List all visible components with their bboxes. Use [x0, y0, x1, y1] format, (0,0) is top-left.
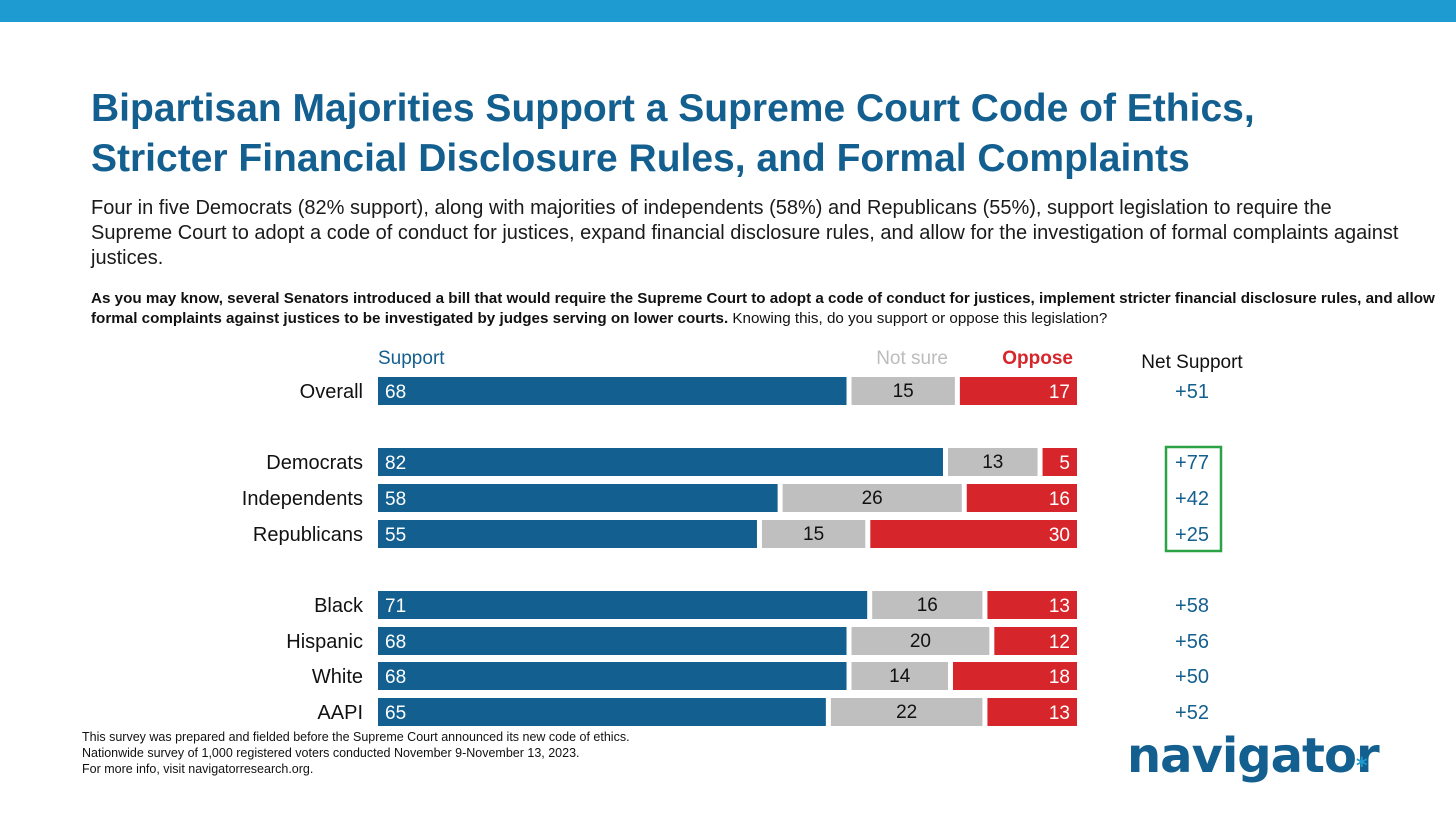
value-not-sure-white: 14: [889, 666, 911, 687]
value-not-sure-republicans: 15: [803, 524, 824, 545]
footnotes: This survey was prepared and fielded bef…: [82, 729, 782, 777]
value-not-sure-hispanic: 20: [910, 631, 931, 652]
title-line-1: Bipartisan Majorities Support a Supreme …: [91, 87, 1255, 130]
bar-oppose-republicans: [870, 520, 1077, 548]
row-label-overall: Overall: [300, 381, 363, 403]
value-oppose-independents: 16: [1049, 489, 1070, 510]
value-oppose-white: 18: [1049, 667, 1070, 688]
row-label-white: White: [312, 666, 363, 688]
value-not-sure-democrats: 13: [982, 452, 1003, 473]
net-highlight-box: [1164, 445, 1223, 553]
net-support-republicans: +25: [1175, 524, 1209, 546]
value-support-aapi: 65: [385, 703, 406, 724]
bar-support-republicans: [378, 520, 757, 548]
bar-not-sure-democrats: [947, 448, 1038, 476]
question-plain-text: Knowing this, do you support or oppose t…: [728, 310, 1108, 327]
logo-text: navigator: [1127, 728, 1380, 784]
bar-not-sure-independents: [782, 484, 962, 512]
net-support-header: Net Support: [1141, 352, 1243, 373]
bar-not-sure-hispanic: [851, 627, 990, 655]
footnote-1: This survey was prepared and fielded bef…: [82, 730, 630, 744]
value-not-sure-black: 16: [917, 595, 938, 616]
net-support-black: +58: [1175, 595, 1209, 617]
value-oppose-black: 13: [1049, 596, 1070, 617]
row-label-democrats: Democrats: [266, 452, 363, 474]
bar-not-sure-black: [872, 591, 983, 619]
net-support-overall: +51: [1175, 381, 1209, 403]
bar-support-democrats: [378, 448, 943, 476]
footnote-3: For more info, visit navigatorresearch.o…: [82, 762, 314, 776]
bar-not-sure-overall: [851, 377, 955, 405]
bar-oppose-democrats: [1042, 448, 1077, 476]
value-oppose-hispanic: 12: [1049, 632, 1070, 653]
net-support-aapi: +52: [1175, 702, 1209, 724]
value-support-republicans: 55: [385, 525, 406, 546]
footnote-2: Nationwide survey of 1,000 registered vo…: [82, 746, 580, 760]
legend-not-sure: Not sure: [876, 348, 948, 369]
bar-not-sure-republicans: [761, 520, 866, 548]
bar-support-independents: [378, 484, 778, 512]
value-support-white: 68: [385, 667, 406, 688]
bar-oppose-independents: [966, 484, 1077, 512]
subtitle: Four in five Democrats (82% support), al…: [91, 197, 1399, 269]
bar-oppose-overall: [959, 377, 1077, 405]
legend-oppose: Oppose: [1002, 348, 1073, 369]
value-not-sure-overall: 15: [893, 381, 914, 402]
bar-support-aapi: [378, 698, 826, 726]
net-support-hispanic: +56: [1175, 631, 1209, 653]
bar-support-black: [378, 591, 868, 619]
bar-support-overall: [378, 377, 847, 405]
net-support-white: +50: [1175, 666, 1209, 688]
value-oppose-overall: 17: [1049, 382, 1070, 403]
legend-support: Support: [378, 348, 445, 369]
page-title: Bipartisan Majorities Support a Supreme …: [91, 84, 1411, 184]
row-label-aapi: AAPI: [317, 702, 363, 724]
row-label-hispanic: Hispanic: [286, 631, 363, 653]
question-bold-text: As you may know, several Senators introd…: [91, 290, 1435, 327]
value-oppose-democrats: 5: [1059, 453, 1070, 474]
value-support-overall: 68: [385, 382, 406, 403]
bar-oppose-hispanic: [994, 627, 1077, 655]
survey-question: As you may know, several Senators introd…: [91, 289, 1441, 329]
bar-oppose-aapi: [987, 698, 1077, 726]
row-label-black: Black: [314, 595, 364, 617]
value-not-sure-aapi: 22: [896, 702, 917, 723]
bar-oppose-white: [952, 662, 1077, 690]
top-band: [0, 0, 1456, 22]
row-label-independents: Independents: [242, 488, 363, 510]
net-support-democrats: +77: [1175, 452, 1209, 474]
title-line-2: Stricter Financial Disclosure Rules, and…: [91, 137, 1190, 180]
stacked-bar-chart: Support Not sure Oppose Net Support Overall 6…: [242, 348, 1243, 726]
value-support-hispanic: 68: [385, 632, 406, 653]
row-label-republicans: Republicans: [253, 524, 363, 546]
bar-support-hispanic: [378, 627, 847, 655]
logo-star-icon: *: [1356, 754, 1367, 779]
value-support-black: 71: [385, 596, 406, 617]
value-oppose-republicans: 30: [1049, 525, 1070, 546]
bar-not-sure-white: [851, 662, 948, 690]
navigator-logo: navigator *: [1127, 728, 1387, 788]
bar-oppose-black: [987, 591, 1077, 619]
value-oppose-aapi: 13: [1049, 703, 1070, 724]
value-support-democrats: 82: [385, 453, 406, 474]
bar-support-white: [378, 662, 847, 690]
net-support-independents: +42: [1175, 488, 1209, 510]
bar-not-sure-aapi: [830, 698, 983, 726]
value-not-sure-independents: 26: [862, 488, 883, 509]
value-support-independents: 58: [385, 489, 406, 510]
